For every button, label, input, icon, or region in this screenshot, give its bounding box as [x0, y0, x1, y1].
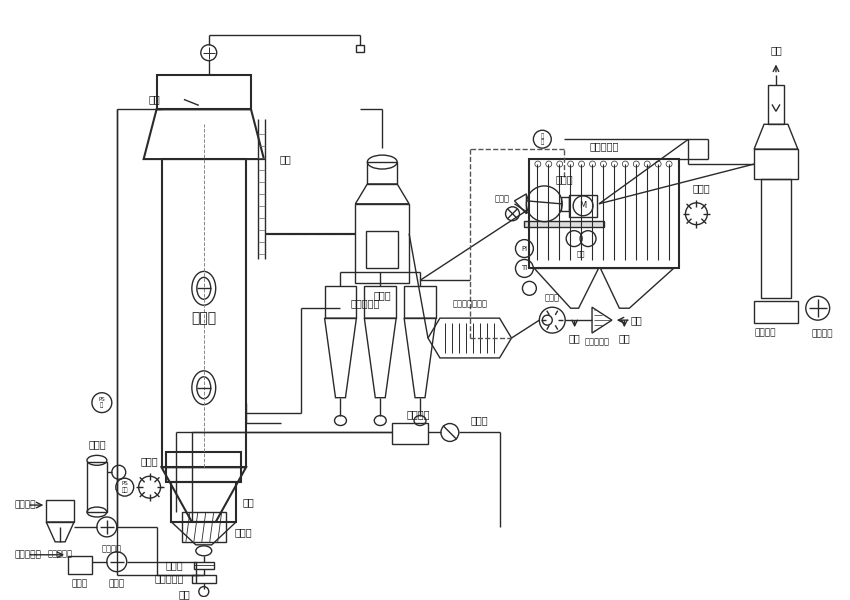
Bar — [754, 301, 798, 323]
Text: PS
振: PS 振 — [99, 397, 105, 409]
Bar — [524, 221, 604, 227]
Bar — [392, 422, 428, 445]
Bar — [365, 286, 396, 318]
Bar — [754, 149, 798, 179]
Text: 干燥塔: 干燥塔 — [191, 311, 217, 325]
Text: 空气: 空气 — [631, 315, 643, 325]
Text: 压
力: 压 力 — [541, 133, 544, 145]
Text: 振击器: 振击器 — [693, 183, 711, 193]
Bar — [68, 556, 92, 574]
Bar — [325, 286, 356, 318]
Bar — [570, 195, 597, 217]
Text: PI: PI — [521, 245, 528, 251]
Bar — [162, 159, 246, 467]
Text: 浆料过滤器: 浆料过滤器 — [48, 549, 72, 558]
Text: 来至浆料: 来至浆料 — [14, 500, 36, 509]
Bar — [768, 85, 784, 124]
Text: 引风机: 引风机 — [555, 174, 573, 184]
Bar — [356, 45, 365, 52]
Bar — [172, 482, 236, 522]
Text: 防尘剂装置: 防尘剂装置 — [155, 574, 184, 584]
Text: 振动筛: 振动筛 — [235, 527, 252, 537]
Text: PS
振动: PS 振动 — [122, 481, 128, 493]
Text: 缓冲罐: 缓冲罐 — [88, 439, 105, 449]
Bar — [87, 463, 107, 512]
Bar — [404, 286, 436, 318]
Text: 布袋除尘器: 布袋除尘器 — [589, 141, 619, 151]
Text: 产品: 产品 — [569, 333, 581, 343]
Bar — [192, 575, 216, 583]
Text: 空气过滤器: 空气过滤器 — [585, 338, 609, 347]
Text: 返粉装置: 返粉装置 — [406, 410, 430, 419]
Bar — [761, 179, 790, 298]
Bar — [167, 452, 241, 482]
Text: 防尘罐: 防尘罐 — [72, 579, 88, 588]
Text: 喷枪: 喷枪 — [148, 94, 160, 104]
Text: 送风机: 送风机 — [545, 294, 560, 303]
Text: 振击器: 振击器 — [141, 457, 158, 466]
Text: 喷枪: 喷枪 — [178, 590, 190, 599]
Text: 通风阀: 通风阀 — [495, 194, 510, 203]
Text: 循环水泵: 循环水泵 — [812, 329, 834, 338]
Text: 湿除尘器: 湿除尘器 — [754, 329, 775, 338]
Bar — [156, 74, 251, 109]
Bar — [366, 230, 398, 268]
Text: 尼可尼泵: 尼可尼泵 — [102, 544, 122, 553]
Text: 余热回收加热器: 余热回收加热器 — [452, 300, 487, 309]
Text: TI: TI — [521, 265, 528, 271]
Text: 计量泵: 计量泵 — [109, 579, 125, 588]
Text: 排空: 排空 — [770, 45, 782, 55]
Text: 保温: 保温 — [280, 154, 292, 164]
Text: 旋风分离器: 旋风分离器 — [351, 298, 380, 308]
Bar — [182, 512, 225, 542]
Bar — [561, 197, 570, 211]
Text: 翻板阀: 翻板阀 — [165, 560, 183, 570]
Bar — [355, 204, 409, 283]
Text: 产品: 产品 — [619, 333, 630, 343]
Text: 卸料阀: 卸料阀 — [471, 416, 489, 425]
Text: 燃气炉: 燃气炉 — [373, 290, 391, 300]
Bar — [46, 500, 74, 522]
Bar — [367, 162, 397, 184]
Text: 来至防尘剂: 来至防尘剂 — [14, 550, 42, 559]
Text: 料仓: 料仓 — [242, 497, 254, 507]
Text: 压机: 压机 — [577, 250, 586, 257]
Text: M: M — [580, 202, 586, 211]
Bar — [530, 159, 678, 268]
